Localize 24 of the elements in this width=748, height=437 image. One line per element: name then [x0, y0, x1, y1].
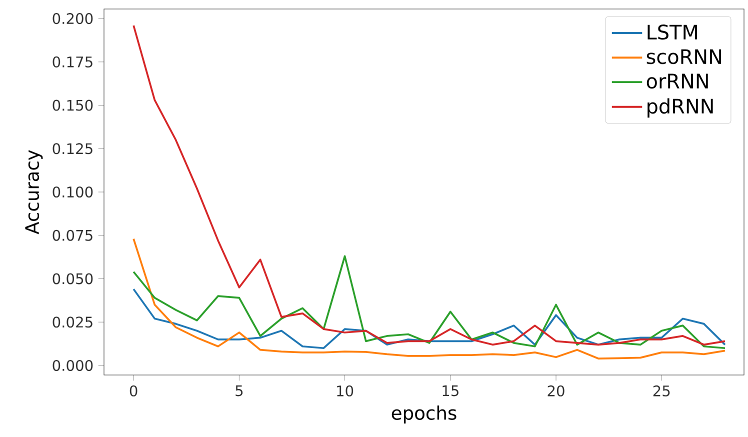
y-tick-label: 0.025	[52, 316, 92, 328]
x-tick-label: 10	[337, 385, 354, 396]
x-tick-label: 15	[442, 385, 458, 396]
x-axis-title: epochs	[392, 406, 456, 424]
legend-label: scoRNN	[646, 49, 722, 64]
y-tick-label: 0.125	[52, 143, 92, 154]
legend-label: pdRNN	[648, 98, 713, 118]
x-tick-label: 25	[653, 385, 670, 396]
legend-label: orRNN	[646, 74, 708, 89]
y-axis-title: Accuracy	[25, 150, 43, 234]
line-series	[132, 255, 726, 350]
y-tick-label: 0.100	[52, 186, 93, 198]
line-series	[132, 24, 726, 346]
line-series	[132, 238, 726, 360]
x-tick-label: 20	[548, 385, 564, 396]
y-tick-label: 0.150	[52, 100, 93, 111]
y-tick-label: 0.175	[52, 56, 92, 68]
y-tick-label: 0.075	[52, 230, 92, 241]
y-tick-label: 0.050	[52, 273, 93, 284]
y-tick-label: 0.200	[52, 13, 93, 24]
x-tick-label: 5	[236, 385, 243, 396]
x-tick-label: 0	[130, 385, 138, 396]
y-tick-label: 0.000	[52, 360, 93, 371]
legend-label: LSTM	[648, 24, 697, 40]
